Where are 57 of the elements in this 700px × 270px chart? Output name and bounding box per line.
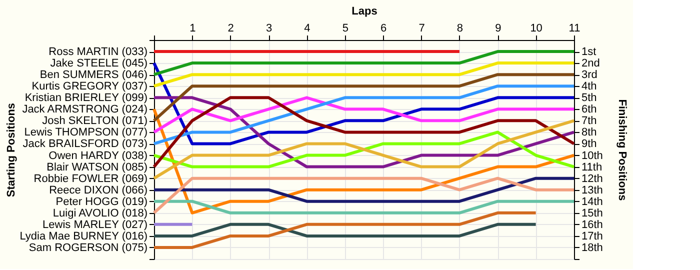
y-tick-label: 15th — [582, 207, 603, 220]
series-label: Reece DIXON (066) — [49, 184, 148, 196]
y-tick-label: 12th — [582, 172, 603, 185]
x-tick-label: 8 — [456, 22, 464, 34]
y-tick-label: 17th — [582, 230, 603, 242]
y-tick-label: 7th — [582, 115, 597, 128]
x-tick-label: 2 — [228, 22, 234, 34]
series-label: Peter HOGG (019) — [56, 196, 148, 208]
series-label: Ross MARTIN (033) — [48, 46, 148, 58]
x-tick-label: 4 — [304, 22, 310, 34]
y-tick-label: 9th — [582, 138, 597, 150]
y-tick-label: 14th — [582, 196, 603, 208]
series-label: Josh SKELTON (071) — [42, 115, 148, 128]
y-tick-label: 11th — [582, 161, 602, 174]
x-tick-label: 3 — [266, 22, 272, 34]
y-tick-label: 13th — [582, 184, 603, 196]
series-label: Lewis THOMPSON (077) — [24, 126, 148, 139]
x-tick-label: 11 — [568, 22, 580, 34]
series-label: Sam ROGERSON (075) — [28, 242, 148, 254]
line-series — [152, 119, 576, 180]
y-tick-label: 6th — [582, 104, 597, 116]
series-label: Jack ARMSTRONG (024) — [22, 104, 148, 116]
series-label: Kurtis GREGORY (037) — [32, 80, 148, 93]
y-tick-label: 5th — [582, 92, 597, 104]
series-label: Lydia Mae BURNEY (016) — [20, 230, 148, 242]
y-tick-label: 16th — [582, 218, 603, 231]
x-tick-label: 1 — [190, 22, 196, 34]
series-label: Kristian BRIERLEY (099) — [24, 92, 148, 104]
series-label: Blair WATSON (085) — [46, 161, 148, 174]
line-series — [152, 62, 576, 146]
y-tick-label: 4th — [582, 80, 597, 93]
series-label: Ben SUMMERS (046) — [40, 69, 148, 82]
y-tick-label: 10th — [582, 150, 603, 162]
x-tick-label: 9 — [495, 22, 502, 34]
line-series — [152, 130, 576, 168]
x-tick-label: 10 — [530, 22, 542, 34]
series-label: Luigi AVOLIO (018) — [52, 207, 148, 220]
series-label: Robbie FOWLER (069) — [34, 172, 148, 185]
y-tick-label: 2nd — [582, 58, 600, 70]
line-series — [152, 211, 538, 249]
y-tick-label: 3rd — [582, 69, 598, 82]
y-tick-label: 18th — [582, 242, 603, 254]
x-tick-label: 6 — [380, 22, 387, 34]
series-label: Jack BRAILSFORD (073) — [22, 138, 148, 150]
x-axis-title: Laps — [352, 6, 378, 18]
y-axis-title: Finishing Positions — [616, 99, 628, 201]
y-tick-label: 8th — [582, 126, 597, 139]
line-series — [152, 96, 576, 134]
x-tick-label: 5 — [342, 22, 348, 34]
series-label: Owen HARDY (038) — [48, 150, 148, 162]
series-label: Lewis MARLEY (027) — [42, 218, 148, 231]
y-tick-label: 1st — [582, 46, 596, 58]
text: Starting Positions — [6, 102, 18, 198]
series-label: Jake STEELE (045) — [50, 58, 148, 70]
line-series — [152, 84, 576, 146]
x-tick-label: 7 — [418, 22, 425, 34]
line-series — [152, 96, 576, 168]
